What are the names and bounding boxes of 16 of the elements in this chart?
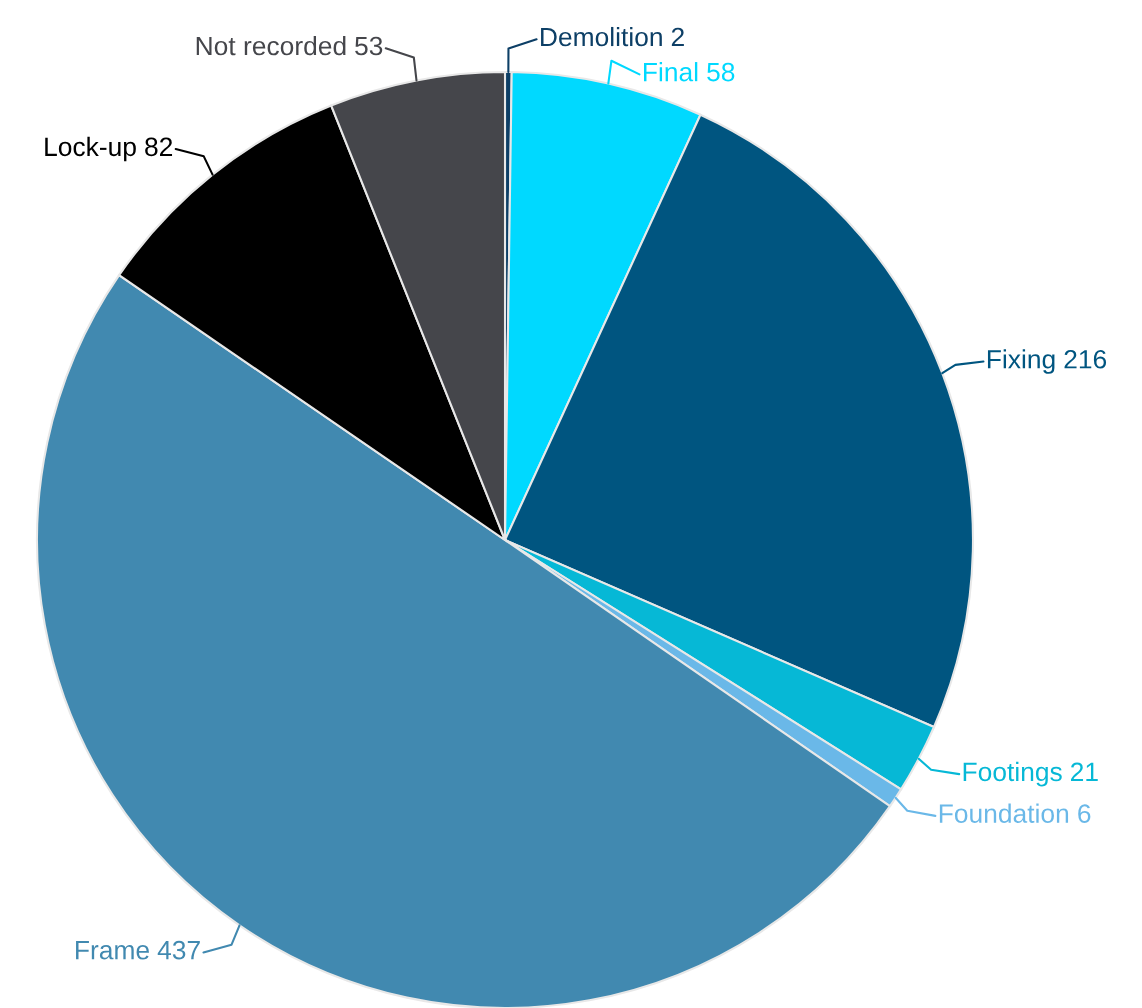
slice-label: Demolition xyxy=(541,26,662,47)
data-label: 216 xyxy=(1064,349,1107,369)
slice-label: Lock-up xyxy=(45,136,136,162)
slice-label: Not recorded xyxy=(196,35,346,56)
slice-label: Final xyxy=(644,62,698,82)
data-label: 21 xyxy=(1071,762,1098,781)
slice-label: Frame xyxy=(76,941,149,960)
data-label: 437 xyxy=(157,940,200,960)
slice-label: Foundation xyxy=(939,803,1069,823)
data-label: 82 xyxy=(145,137,173,157)
data-label: 2 xyxy=(671,27,684,47)
data-label: 6 xyxy=(1078,804,1091,823)
slice-label: Footings xyxy=(963,761,1062,787)
slice-label: Fixing xyxy=(987,349,1055,374)
data-label: 58 xyxy=(707,62,735,82)
data-label: 53 xyxy=(355,36,383,56)
